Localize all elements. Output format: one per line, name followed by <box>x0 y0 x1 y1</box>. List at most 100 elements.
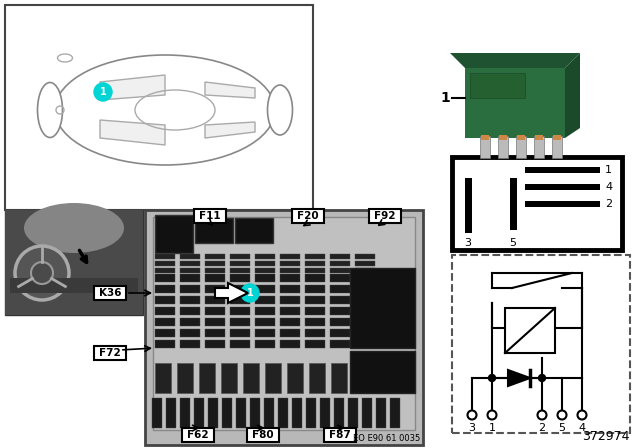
Polygon shape <box>205 82 255 98</box>
Bar <box>155 215 193 253</box>
Bar <box>205 329 225 337</box>
Bar <box>510 178 517 230</box>
Bar <box>292 398 302 428</box>
Bar <box>330 254 350 259</box>
Bar <box>309 363 325 393</box>
Text: 4: 4 <box>605 182 612 192</box>
Bar <box>499 135 507 140</box>
Polygon shape <box>465 68 565 138</box>
Circle shape <box>488 410 497 419</box>
Bar <box>180 268 200 273</box>
Bar <box>155 285 175 293</box>
Ellipse shape <box>38 82 63 138</box>
Bar <box>330 307 350 315</box>
Bar <box>280 307 300 315</box>
Bar <box>535 135 543 140</box>
Bar <box>330 261 350 266</box>
Bar <box>330 274 350 282</box>
Bar <box>243 363 259 393</box>
Bar <box>330 285 350 293</box>
Bar <box>205 261 225 266</box>
Bar <box>355 254 375 259</box>
Bar <box>94 286 126 300</box>
Bar <box>305 318 325 326</box>
Bar <box>255 296 275 304</box>
Bar <box>230 296 250 304</box>
Bar <box>280 285 300 293</box>
Bar <box>180 340 200 348</box>
Text: 2: 2 <box>605 199 612 209</box>
Text: F11: F11 <box>199 211 221 221</box>
Bar <box>265 363 281 393</box>
Bar <box>305 261 325 266</box>
Bar <box>287 363 303 393</box>
Bar <box>236 398 246 428</box>
Bar <box>480 136 490 158</box>
Bar <box>255 261 275 266</box>
Text: F72: F72 <box>99 348 121 358</box>
Bar <box>452 157 622 250</box>
Circle shape <box>538 375 545 382</box>
Bar <box>94 346 126 360</box>
Bar <box>155 274 175 282</box>
Bar <box>255 318 275 326</box>
Bar <box>517 135 525 140</box>
Bar <box>553 135 561 140</box>
Polygon shape <box>100 120 165 145</box>
Bar <box>205 307 225 315</box>
Bar <box>330 318 350 326</box>
Bar <box>195 218 233 243</box>
Text: 3: 3 <box>468 423 476 433</box>
Bar <box>230 254 250 259</box>
Bar <box>247 428 279 442</box>
Text: 1: 1 <box>246 288 253 298</box>
Ellipse shape <box>58 54 72 62</box>
Bar <box>221 363 237 393</box>
Bar <box>353 363 369 393</box>
Text: 1: 1 <box>440 91 450 105</box>
Bar <box>180 307 200 315</box>
Bar <box>152 398 162 428</box>
Circle shape <box>94 83 112 101</box>
Bar <box>280 296 300 304</box>
Bar <box>348 398 358 428</box>
Bar <box>10 278 138 293</box>
Bar <box>505 308 555 353</box>
Text: 372974: 372974 <box>582 430 630 443</box>
Bar <box>155 340 175 348</box>
Bar <box>334 398 344 428</box>
Bar <box>280 254 300 259</box>
Bar <box>194 398 204 428</box>
Bar <box>331 363 347 393</box>
Bar <box>330 329 350 337</box>
Text: 1: 1 <box>100 87 106 97</box>
Text: F92: F92 <box>374 211 396 221</box>
Bar <box>355 261 375 266</box>
Text: 5: 5 <box>509 238 516 248</box>
Ellipse shape <box>24 203 124 253</box>
Bar <box>205 318 225 326</box>
Bar <box>390 398 400 428</box>
Bar <box>525 167 600 173</box>
Bar <box>280 318 300 326</box>
Text: 1: 1 <box>488 423 495 433</box>
Circle shape <box>538 410 547 419</box>
Bar <box>250 398 260 428</box>
Bar <box>155 268 175 273</box>
Text: F20: F20 <box>297 211 319 221</box>
Bar <box>166 398 176 428</box>
Bar <box>255 329 275 337</box>
Bar <box>280 274 300 282</box>
Bar <box>452 255 630 433</box>
Ellipse shape <box>268 85 292 135</box>
Bar <box>305 268 325 273</box>
Bar <box>155 254 175 259</box>
Text: 1: 1 <box>605 165 612 175</box>
Text: EO E90 61 0035: EO E90 61 0035 <box>353 434 420 443</box>
Bar <box>552 136 562 158</box>
Bar <box>180 329 200 337</box>
Bar <box>498 136 508 158</box>
Bar <box>255 340 275 348</box>
Bar <box>205 296 225 304</box>
Bar <box>5 5 313 210</box>
